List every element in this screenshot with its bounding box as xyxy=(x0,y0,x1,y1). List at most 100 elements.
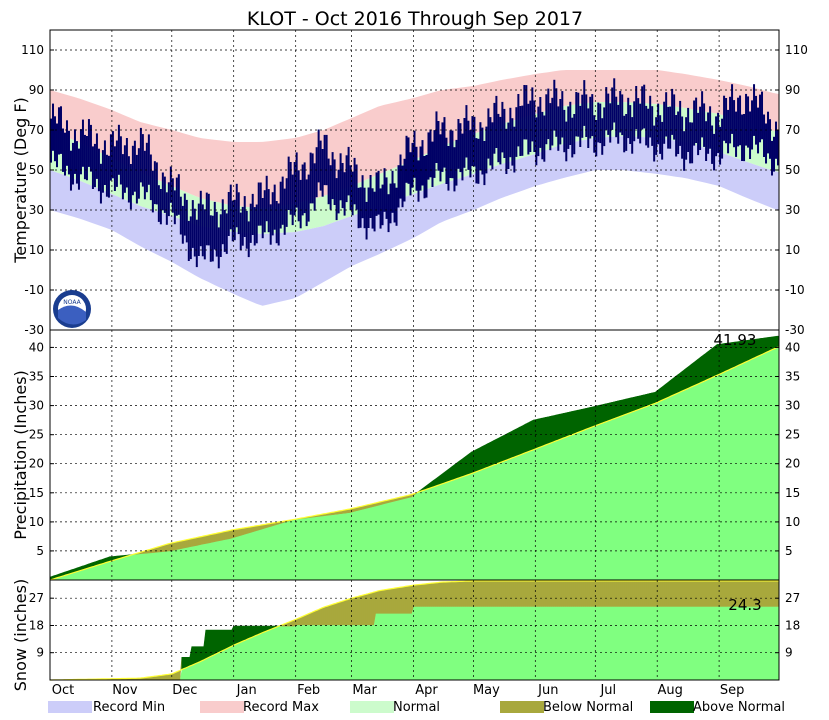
observed-temp-bar xyxy=(479,122,482,171)
observed-temp-bar xyxy=(533,100,536,152)
legend-swatch-record-max xyxy=(200,701,244,713)
observed-temp-bar xyxy=(331,152,334,200)
observed-temp-bar xyxy=(739,95,742,146)
observed-temp-bar xyxy=(261,198,264,239)
observed-temp-bar xyxy=(407,137,410,184)
snow-total-label: 24.3 xyxy=(728,596,761,614)
observed-temp-bar xyxy=(537,106,540,157)
normal-area xyxy=(50,606,779,680)
observed-temp-bar xyxy=(377,170,380,215)
observed-temp-bar xyxy=(381,184,384,226)
observed-temp-bar xyxy=(419,146,422,191)
observed-temp-bar xyxy=(385,177,388,219)
observed-temp-bar xyxy=(171,178,174,213)
observed-temp-bar xyxy=(263,190,266,233)
observed-temp-bar xyxy=(87,119,90,167)
observed-temp-bar xyxy=(699,106,702,150)
observed-temp-bar xyxy=(659,115,662,154)
observed-temp-bar xyxy=(247,221,250,258)
noaa-logo-text: NOAA xyxy=(63,299,81,306)
observed-temp-bar xyxy=(585,94,588,137)
observed-temp-bar xyxy=(439,134,442,182)
observed-temp-bar xyxy=(345,155,348,203)
y-tick-label-right: 50 xyxy=(785,163,800,177)
observed-temp-bar xyxy=(71,142,74,185)
observed-temp-bar xyxy=(315,147,318,198)
month-label-sep: Sep xyxy=(720,683,745,698)
observed-temp-bar xyxy=(413,130,416,178)
month-label-jan: Jan xyxy=(236,683,257,698)
observed-temp-bar xyxy=(735,111,738,157)
observed-temp-bar xyxy=(569,101,572,145)
legend: Record Min Record Max Normal Below Norma… xyxy=(48,700,785,715)
observed-temp-bar xyxy=(543,115,546,162)
observed-temp-bar xyxy=(725,98,728,144)
observed-temp-bar xyxy=(109,134,112,181)
observed-temp-bar xyxy=(249,203,252,243)
observed-temp-bar xyxy=(391,170,394,213)
record-min-band xyxy=(50,136,779,306)
axes: -30 -30 -10 -10 10 10 30 30 50 50 70 70 90 90 110 110 5 5… xyxy=(21,29,808,681)
observed-temp-bar xyxy=(607,93,610,135)
observed-temp-bar xyxy=(241,206,244,246)
observed-temp-bar xyxy=(209,215,212,262)
observed-temp-bar xyxy=(267,189,270,233)
legend-label-above-normal: Above Normal xyxy=(693,700,785,715)
observed-temp-bar xyxy=(545,94,548,145)
observed-temp-bar xyxy=(765,123,768,164)
observed-temp-bar xyxy=(495,95,498,148)
observed-temp-bar xyxy=(647,108,650,148)
observed-temp-bar xyxy=(497,113,500,163)
observed-temp-bar xyxy=(473,116,476,167)
observed-temp-bar xyxy=(645,105,648,146)
observed-temp-bar xyxy=(617,104,620,144)
observed-temp-bar xyxy=(491,122,494,170)
observed-temp-bar xyxy=(689,122,692,164)
legend-swatch-above-normal xyxy=(650,701,694,713)
observed-temp-bar xyxy=(677,111,680,154)
legend-label-normal: Normal xyxy=(393,700,440,715)
observed-temp-bar xyxy=(405,135,408,183)
observed-temp-bar xyxy=(493,102,496,154)
observed-temp-bar xyxy=(597,102,600,143)
observed-temp-bar xyxy=(571,117,574,158)
observed-temp-bar xyxy=(175,177,178,216)
observed-temp-bar xyxy=(527,103,530,155)
y-tick-label-right: 18 xyxy=(785,619,800,633)
observed-temp-bar xyxy=(317,129,320,183)
observed-temp-bar xyxy=(639,103,642,144)
observed-temp-bar xyxy=(123,145,126,193)
observed-temp-bar xyxy=(471,116,474,167)
observed-temp-bar xyxy=(387,194,390,233)
observed-temp-bar xyxy=(259,182,262,226)
observed-temp-bar xyxy=(135,154,138,204)
observed-temp-bar xyxy=(233,199,236,241)
observed-temp-bar xyxy=(115,140,118,187)
temp-ylabel: Temperature (Deg F) xyxy=(11,97,30,264)
observed-temp-bar xyxy=(53,116,56,162)
observed-temp-bar xyxy=(721,118,724,159)
y-tick-label-left: -10 xyxy=(24,283,44,297)
y-tick-label-left: 18 xyxy=(29,619,44,633)
observed-temp-bar xyxy=(297,170,300,222)
observed-temp-bar xyxy=(85,136,88,181)
observed-temp-bar xyxy=(57,107,60,155)
observed-temp-bar xyxy=(151,170,154,213)
observed-temp-bar xyxy=(567,106,570,149)
observed-temp-bar xyxy=(205,192,208,246)
observed-temp-bar xyxy=(553,79,556,131)
grid-lines xyxy=(50,30,779,680)
temperature-panel xyxy=(50,70,779,306)
observed-temp-bar xyxy=(129,164,132,210)
observed-temp-bar xyxy=(711,125,714,164)
observed-temp-bar xyxy=(623,115,626,153)
observed-temp-bar xyxy=(149,154,152,201)
observed-temp-bar xyxy=(671,88,674,135)
observed-temp-bar xyxy=(223,209,226,252)
observed-temp-bar xyxy=(347,146,350,196)
observed-temp-bar xyxy=(313,163,316,211)
y-tick-label-right: 30 xyxy=(785,203,800,217)
observed-temp-bar xyxy=(321,149,324,197)
observed-temp-bar xyxy=(215,211,218,257)
observed-temp-bar xyxy=(141,134,144,187)
